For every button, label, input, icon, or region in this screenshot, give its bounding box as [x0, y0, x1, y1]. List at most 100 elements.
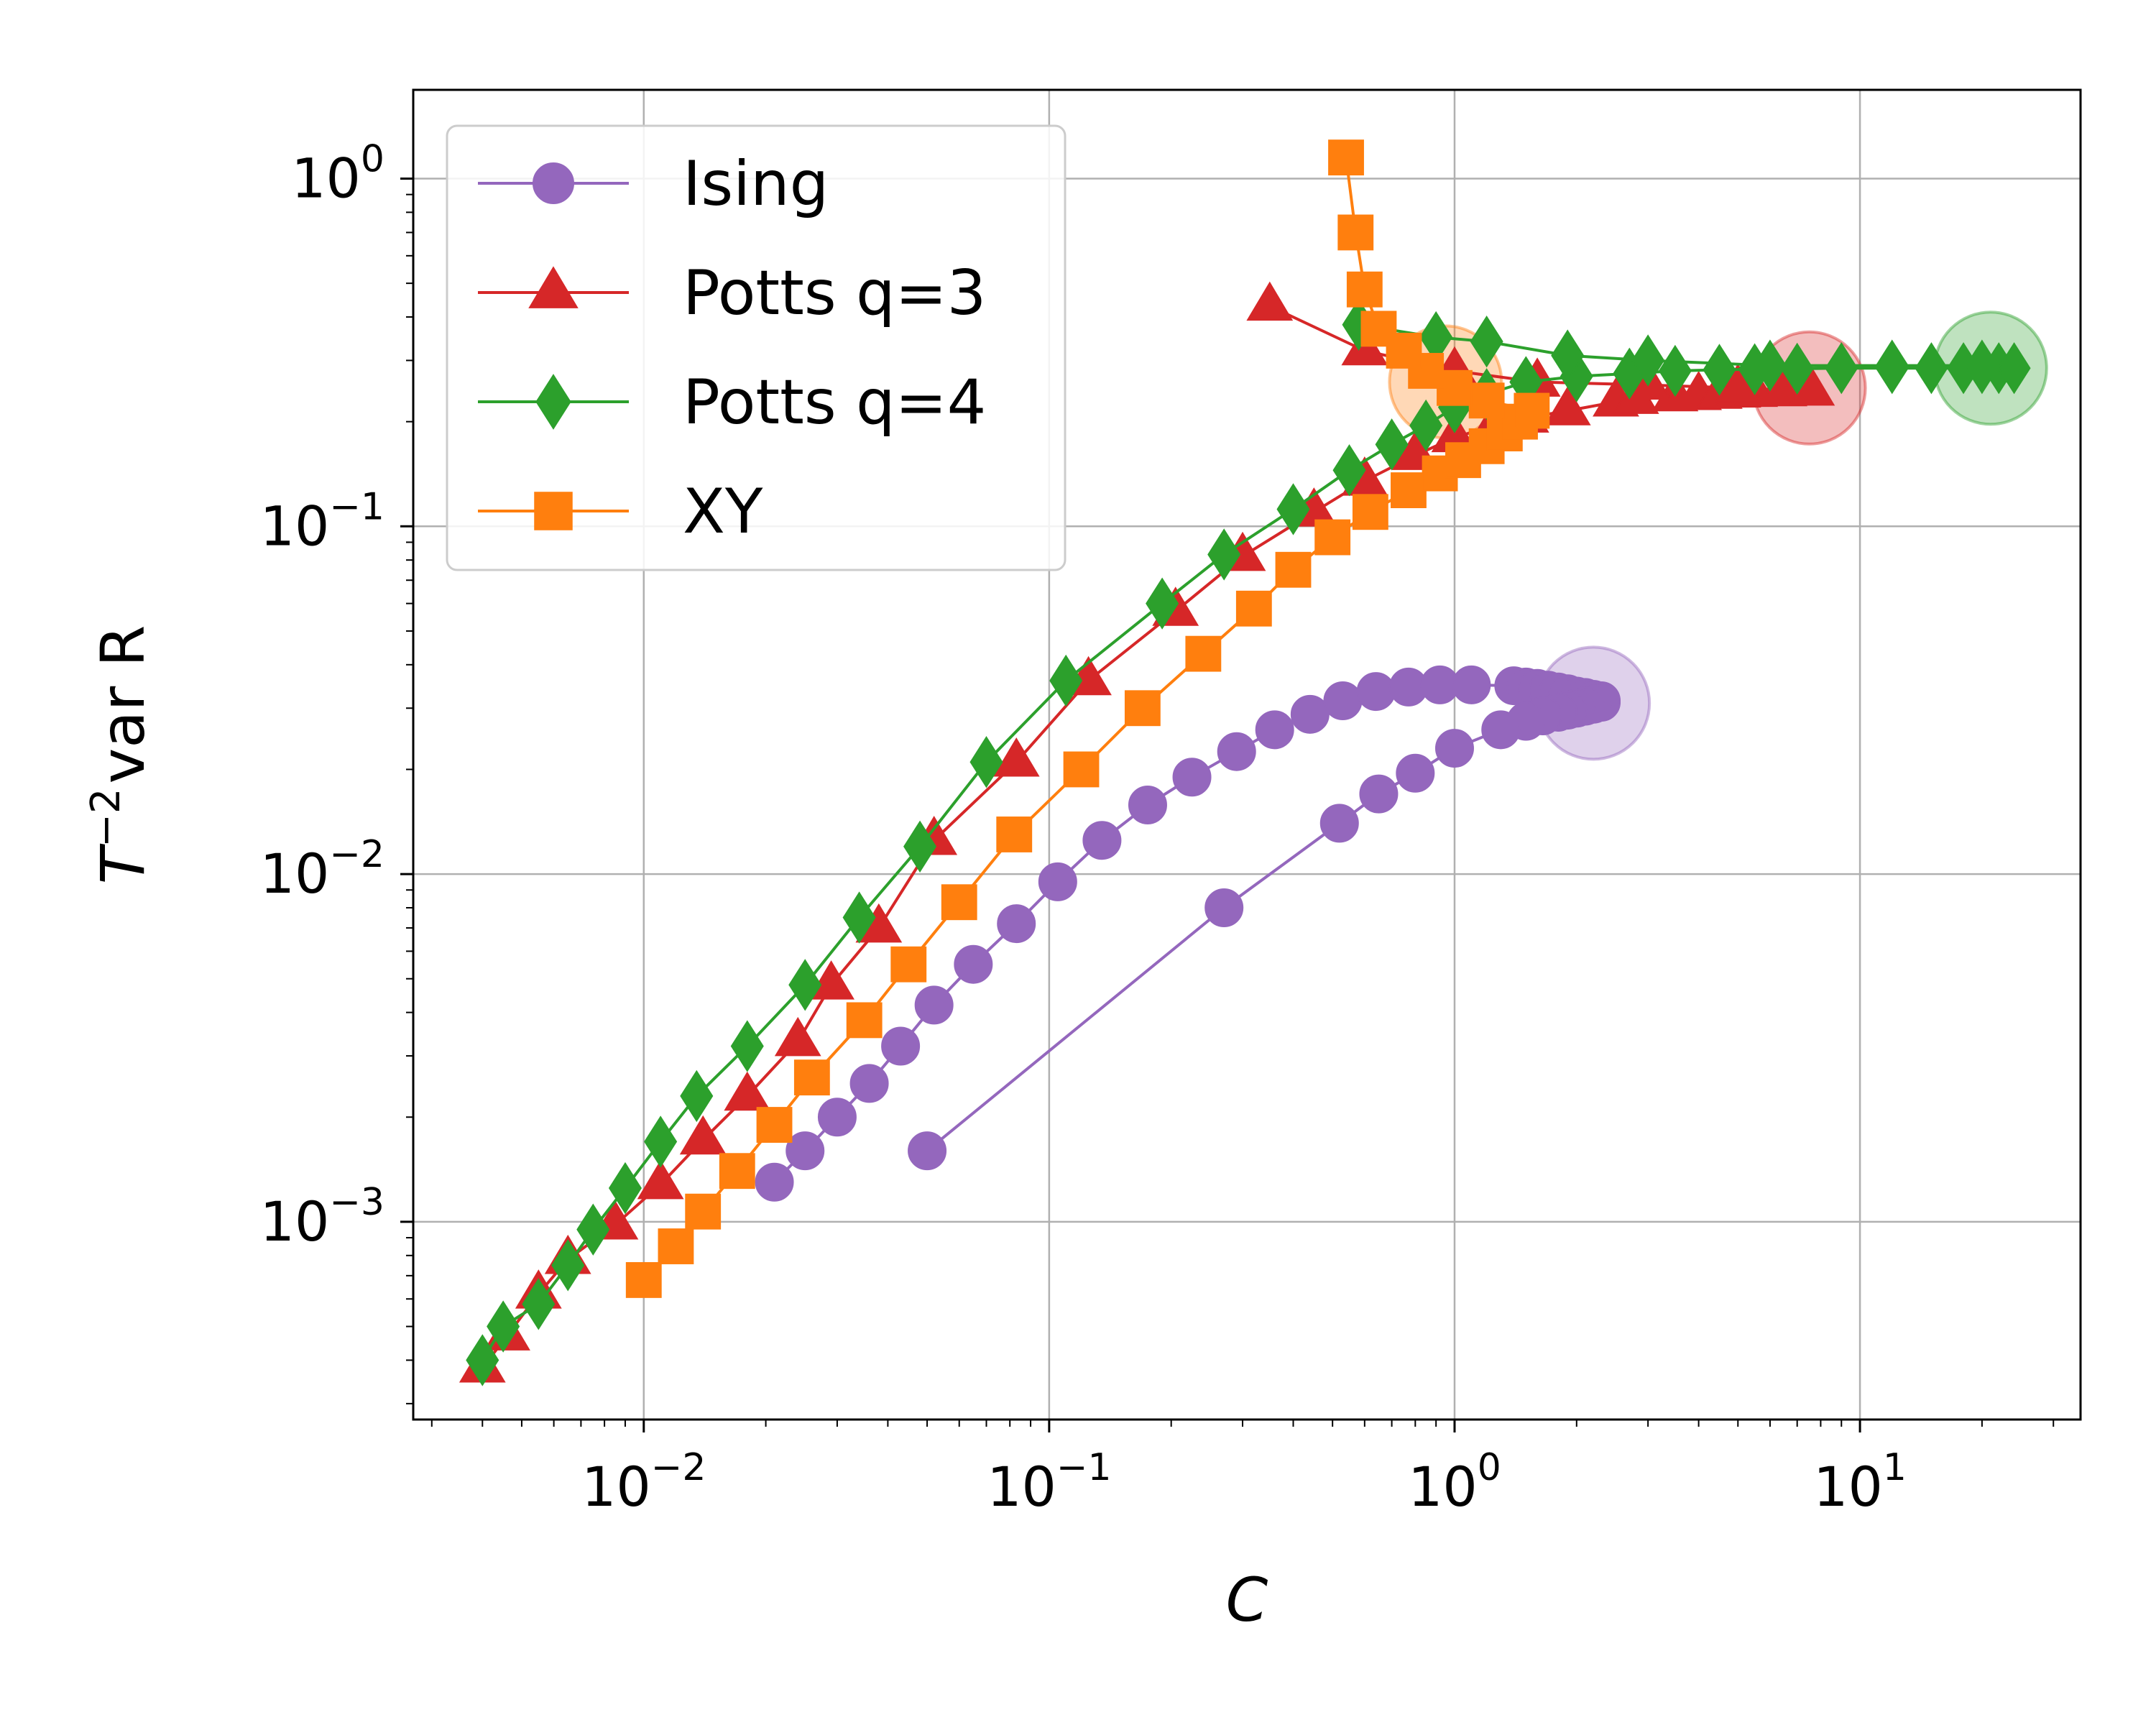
y-tick-label: 10−1: [260, 485, 384, 558]
y-tick-label: 100: [291, 138, 384, 211]
legend-label: Potts q=3: [683, 257, 986, 329]
ising-point: [1082, 821, 1122, 860]
potts-q-4-point: [551, 1239, 585, 1292]
y-tick-exponent: −1: [329, 485, 384, 528]
x-tick-label: 100: [1408, 1446, 1501, 1519]
y-axis-label-prefix: T: [88, 843, 158, 884]
potts-q-3-point: [774, 1016, 821, 1057]
potts-q-4-point: [1753, 339, 1787, 392]
xy-point: [1352, 494, 1388, 530]
ising-point: [1172, 758, 1212, 797]
ising-point: [954, 944, 993, 984]
legend-label: XY: [683, 476, 763, 548]
potts-q-4-point: [1780, 342, 1814, 395]
xy-point: [941, 884, 977, 921]
potts-q-4-point: [1631, 334, 1665, 387]
potts-q-4-point: [644, 1116, 678, 1168]
y-axis-label-exponent: −2: [83, 788, 129, 847]
legend-entry-potts-q-4: Potts q=4: [478, 367, 986, 438]
ising-point: [881, 1026, 921, 1066]
potts-q-4-point: [608, 1162, 642, 1215]
ising-point: [914, 985, 954, 1025]
ising-point: [1356, 672, 1396, 712]
potts-q-4-point: [788, 959, 822, 1011]
ising-point: [1128, 785, 1167, 824]
potts-q-4-point: [842, 891, 876, 944]
potts-q-3-point: [637, 1159, 684, 1200]
legend-entry-xy: XY: [478, 476, 763, 548]
ising-point: [1204, 888, 1244, 927]
potts-q-4-point: [1146, 577, 1179, 630]
xy-point: [1346, 271, 1383, 308]
ising-point: [786, 1131, 825, 1171]
y-tick-exponent: −3: [329, 1181, 384, 1224]
potts-q-4-point: [1997, 342, 2031, 395]
potts-q-3-point: [1544, 386, 1591, 426]
xy-point: [719, 1153, 755, 1190]
ising-point: [1255, 710, 1294, 750]
xy-point: [658, 1228, 694, 1264]
series-ising: [755, 665, 1621, 1202]
xy-point: [1391, 472, 1427, 508]
legend-entry-potts-q-3: Potts q=3: [478, 257, 986, 329]
xy-point: [1314, 519, 1351, 556]
legend-marker: [534, 492, 573, 530]
potts-q-4-point: [1915, 342, 1948, 395]
potts-q-3-point: [992, 737, 1040, 777]
xy-point: [1124, 690, 1161, 727]
plot-frame: [412, 88, 2082, 1421]
potts-q-4-point: [487, 1300, 520, 1353]
potts-q-4-point: [1703, 344, 1736, 396]
x-tick-label: 101: [1813, 1446, 1907, 1519]
ising-point: [1217, 732, 1256, 771]
ising-point: [1452, 665, 1491, 704]
ising-point: [755, 1162, 794, 1202]
xy-point: [1063, 751, 1100, 788]
x-tick-exponent: −2: [651, 1446, 706, 1489]
xy-point: [756, 1107, 793, 1143]
ising-point: [1396, 753, 1435, 793]
y-axis-label: T−2var R: [83, 625, 158, 885]
potts-q-4-point: [522, 1278, 556, 1330]
potts-q-4-point: [969, 736, 1003, 788]
potts-q-4-point: [1551, 329, 1585, 382]
legend-label: Potts q=4: [683, 367, 986, 438]
legend: Ising Potts q=3 Potts q=4 XY: [446, 124, 1067, 571]
xy-point: [1275, 551, 1312, 588]
svg-text:T−2var R: T−2var R: [83, 625, 158, 885]
xy-point: [1360, 310, 1397, 347]
xy-point: [846, 1002, 883, 1039]
xy-point: [996, 816, 1033, 852]
potts-q-4-point: [1207, 528, 1241, 581]
series-xy: [625, 139, 1550, 1298]
potts-q-4-point: [1965, 339, 1999, 392]
ising-point: [1359, 774, 1399, 814]
xy-point: [1328, 139, 1364, 176]
xy-point: [890, 946, 927, 983]
potts-q-3-point: [679, 1115, 727, 1155]
xy-point: [1514, 392, 1550, 429]
potts-q-3-point: [724, 1071, 771, 1111]
potts-q-4-point: [1375, 418, 1409, 471]
y-tick-exponent: −2: [329, 833, 384, 876]
ising-point: [1481, 710, 1521, 750]
potts-q-4-point: [1658, 344, 1692, 397]
potts-q-4-point: [1875, 339, 1909, 392]
ising-point: [817, 1098, 857, 1137]
x-tick-label: 10−2: [581, 1446, 706, 1519]
xy-point: [685, 1193, 722, 1230]
x-tick-exponent: 1: [1883, 1446, 1907, 1489]
legend-marker: [535, 374, 571, 430]
y-tick-exponent: 0: [361, 138, 384, 181]
series-potts-q-4: [466, 298, 2031, 1386]
ising-point: [1319, 804, 1359, 843]
legend-label: Ising: [683, 148, 829, 220]
potts-q-4-point: [576, 1203, 610, 1256]
y-tick-base: 10: [260, 494, 330, 558]
x-tick-base: 10: [1813, 1455, 1883, 1519]
potts-q-4-point: [730, 1020, 764, 1072]
ising-point: [1434, 729, 1474, 768]
potts-q-4-point: [1276, 483, 1310, 535]
y-tick-base: 10: [260, 842, 330, 906]
